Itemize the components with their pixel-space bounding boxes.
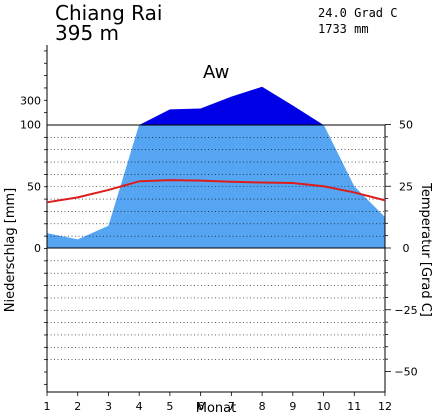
right-tick-label: −50 bbox=[394, 366, 417, 379]
x-tick-label: 3 bbox=[105, 400, 112, 413]
left-tick-label: 300 bbox=[20, 94, 41, 107]
right-tick-label: 25 bbox=[399, 180, 413, 193]
humid-precipitation-area bbox=[47, 124, 385, 248]
mean-temperature: 24.0 Grad C bbox=[318, 6, 397, 20]
perhumid-precipitation-area bbox=[139, 86, 324, 125]
axes-layer bbox=[44, 45, 391, 396]
annual-precipitation: 1733 mm bbox=[318, 22, 369, 36]
temperature-layer bbox=[46, 179, 386, 204]
x-tick-label: 7 bbox=[228, 400, 235, 413]
y-axis-label-right: Temperatur [Grad C] bbox=[418, 182, 433, 317]
left-tick-label: 0 bbox=[34, 242, 41, 255]
x-tick-label: 2 bbox=[74, 400, 81, 413]
x-tick-label: 12 bbox=[378, 400, 392, 413]
station-name: Chiang Rai bbox=[55, 1, 162, 25]
climate-class: Aw bbox=[203, 62, 229, 83]
precipitation-area-layer bbox=[47, 86, 385, 248]
x-tick-label: 4 bbox=[136, 400, 143, 413]
x-tick-label: 1 bbox=[44, 400, 51, 413]
y-axis-label-left: Niederschlag [mm] bbox=[3, 188, 18, 313]
x-tick-label: 8 bbox=[259, 400, 266, 413]
left-tick-label: 100 bbox=[20, 119, 41, 132]
x-tick-label: 10 bbox=[317, 400, 331, 413]
temperature-line bbox=[46, 179, 386, 204]
right-tick-label: 50 bbox=[399, 119, 413, 132]
x-tick-label: 9 bbox=[289, 400, 296, 413]
right-tick-label: 0 bbox=[403, 242, 410, 255]
x-tick-label: 5 bbox=[166, 400, 173, 413]
right-tick-label: −25 bbox=[394, 304, 417, 317]
left-tick-label: 50 bbox=[27, 180, 41, 193]
gridlines bbox=[47, 137, 385, 360]
x-axis-label: Monat bbox=[196, 401, 236, 416]
station-elevation: 395 m bbox=[55, 21, 119, 45]
x-tick-label: 11 bbox=[347, 400, 361, 413]
x-tick-label: 6 bbox=[197, 400, 204, 413]
